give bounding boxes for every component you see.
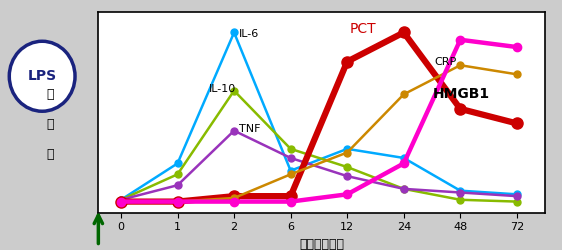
Text: IL-6: IL-6 — [239, 29, 259, 39]
Text: 血: 血 — [47, 88, 55, 102]
Text: TNF: TNF — [239, 124, 260, 134]
X-axis label: 时间（小时）: 时间（小时） — [299, 238, 345, 250]
Ellipse shape — [9, 41, 75, 111]
Text: 浓: 浓 — [47, 148, 55, 162]
Text: HMGB1: HMGB1 — [433, 87, 490, 101]
Text: IL-10: IL-10 — [209, 84, 236, 94]
Text: PCT: PCT — [350, 22, 377, 36]
Text: LPS: LPS — [28, 69, 57, 83]
Text: 浆: 浆 — [47, 118, 55, 132]
Text: CRP: CRP — [435, 56, 457, 66]
